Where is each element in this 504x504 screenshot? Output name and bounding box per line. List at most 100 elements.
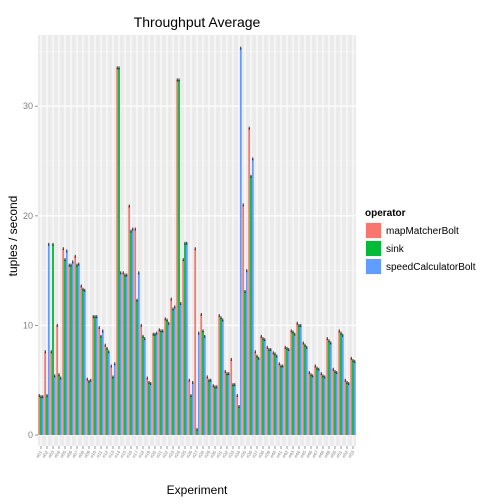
x-tick-label: e07: [71, 449, 80, 458]
x-tick-label: e39: [263, 449, 272, 458]
bar-sink: [262, 338, 264, 436]
bar-mapMatcherBolt: [50, 351, 53, 436]
bar-speedCalculatorBolt: [71, 261, 74, 436]
x-tick-label: e42: [281, 449, 290, 458]
x-tick-label: e21: [155, 449, 164, 458]
bar-mapMatcherBolt: [260, 336, 263, 436]
bar-speedCalculatorBolt: [269, 349, 272, 436]
bar-speedCalculatorBolt: [77, 264, 80, 436]
bar-speedCalculatorBolt: [179, 303, 182, 436]
bar-mapMatcherBolt: [56, 325, 59, 436]
bar-mapMatcherBolt: [206, 376, 209, 436]
bar-speedCalculatorBolt: [323, 376, 326, 436]
bar-speedCalculatorBolt: [185, 243, 188, 436]
bar-sink: [232, 384, 234, 436]
x-tick-label: e38: [257, 449, 266, 458]
bar-mapMatcherBolt: [98, 327, 101, 436]
x-tick-label: e43: [287, 449, 296, 458]
x-tick-label: e26: [185, 449, 194, 458]
bar-sink: [130, 231, 132, 436]
x-tick-label: e04: [53, 449, 62, 458]
bar-speedCalculatorBolt: [95, 316, 98, 436]
x-tick-label: e47: [311, 449, 320, 458]
bar-speedCalculatorBolt: [167, 323, 170, 436]
bar-speedCalculatorBolt: [113, 363, 116, 436]
bar-sink: [322, 375, 324, 436]
x-tick-label: e31: [215, 449, 224, 458]
bar-speedCalculatorBolt: [83, 290, 86, 436]
bar-speedCalculatorBolt: [155, 333, 158, 436]
bar-sink: [286, 348, 288, 436]
x-tick-label: e11: [95, 449, 103, 458]
bar-mapMatcherBolt: [338, 330, 341, 436]
y-tick-label: 20: [23, 211, 33, 221]
bar-sink: [154, 334, 156, 436]
bar-mapMatcherBolt: [212, 385, 215, 436]
bar-sink: [58, 374, 60, 436]
bar-mapMatcherBolt: [182, 259, 185, 436]
x-tick-label: e40: [269, 449, 278, 458]
bar-sink: [112, 376, 114, 436]
bar-sink: [76, 265, 78, 436]
bar-sink: [94, 316, 96, 436]
x-tick-label: e01: [35, 449, 44, 458]
bar-speedCalculatorBolt: [203, 336, 206, 436]
x-tick-label: e10: [89, 449, 98, 458]
bar-sink: [298, 325, 300, 436]
bar-speedCalculatorBolt: [239, 48, 242, 436]
bar-mapMatcherBolt: [200, 314, 203, 436]
bar-speedCalculatorBolt: [263, 339, 266, 436]
x-tick-label: e27: [191, 449, 200, 458]
bar-mapMatcherBolt: [188, 380, 191, 436]
x-tick-label: e05: [59, 449, 68, 458]
x-tick-label: e34: [233, 449, 242, 458]
x-tick-label: e33: [227, 449, 236, 458]
bar-sink: [88, 381, 90, 436]
bar-sink: [184, 243, 186, 436]
bar-mapMatcherBolt: [308, 372, 311, 436]
bar-sink: [70, 265, 72, 436]
bar-speedCalculatorBolt: [335, 372, 338, 436]
bar-mapMatcherBolt: [38, 395, 41, 436]
bar-mapMatcherBolt: [164, 318, 167, 436]
bar-speedCalculatorBolt: [251, 158, 254, 436]
x-tick-label: e19: [143, 449, 152, 458]
bar-sink: [244, 291, 246, 436]
bar-speedCalculatorBolt: [305, 347, 308, 436]
x-tick-label: e06: [65, 449, 74, 458]
bar-mapMatcherBolt: [152, 334, 155, 436]
bar-mapMatcherBolt: [146, 378, 149, 436]
bar-mapMatcherBolt: [170, 299, 173, 436]
bar-mapMatcherBolt: [158, 329, 161, 436]
x-tick-label: e50: [329, 449, 338, 458]
bar-sink: [166, 319, 168, 436]
bar-sink: [118, 67, 120, 436]
bar-speedCalculatorBolt: [101, 330, 104, 436]
x-tick-label: e46: [305, 449, 314, 458]
x-tick-label: e41: [275, 449, 284, 458]
bar-sink: [310, 374, 312, 436]
bar-mapMatcherBolt: [278, 363, 281, 436]
x-axis-title: Experiment: [167, 483, 228, 497]
legend-items: mapMatcherBolt sink speedCalculatorBolt: [364, 221, 476, 276]
bar-sink: [220, 317, 222, 436]
x-tick-label: e17: [131, 449, 140, 458]
bar-speedCalculatorBolt: [53, 375, 56, 436]
bar-sink: [52, 244, 54, 436]
x-tick-label: e35: [239, 449, 248, 458]
bar-mapMatcherBolt: [344, 380, 347, 436]
bar-speedCalculatorBolt: [293, 334, 296, 436]
bar-sink: [256, 356, 258, 436]
legend-label: sink: [386, 244, 405, 255]
bar-mapMatcherBolt: [272, 352, 275, 436]
bar-speedCalculatorBolt: [221, 319, 224, 436]
bar-sink: [106, 348, 108, 436]
bar-mapMatcherBolt: [74, 256, 77, 436]
bar-sink: [274, 353, 276, 436]
bar-mapMatcherBolt: [128, 205, 131, 436]
legend-title: operator: [365, 208, 406, 219]
x-tick-label: e30: [209, 449, 218, 458]
bar-sink: [250, 176, 252, 436]
bar-mapMatcherBolt: [314, 365, 317, 436]
chart-title: Throughput Average: [134, 14, 261, 30]
